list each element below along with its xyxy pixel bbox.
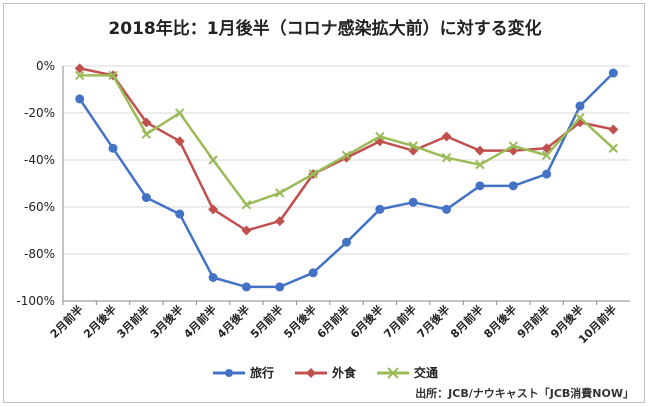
data-point: [274, 216, 285, 227]
legend-item-travel: 旅行: [212, 364, 274, 381]
y-tick-label: -20%: [24, 106, 55, 120]
data-point: [342, 237, 351, 247]
data-point: [575, 101, 585, 111]
data-point: [341, 150, 352, 161]
data-point: [508, 181, 518, 191]
legend-label-dining: 外食: [331, 366, 356, 380]
data-point: [108, 70, 118, 81]
data-point: [441, 131, 452, 142]
x-tick-label: 2月前半: [47, 302, 86, 341]
data-point: [608, 68, 618, 78]
data-point: [408, 141, 418, 151]
x-tick-label: 7月前半: [381, 302, 420, 341]
y-tick-label: -100%: [16, 294, 55, 308]
x-tick-label: 7月後半: [414, 302, 453, 341]
x-tick-label: 4月前半: [181, 302, 220, 341]
data-point: [175, 108, 185, 118]
data-point: [74, 63, 85, 74]
data-point: [74, 70, 85, 81]
x-tick-label: 5月前半: [247, 302, 286, 341]
y-tick-label: -60%: [24, 200, 55, 214]
x-tick-label: 8月前半: [447, 302, 486, 341]
data-point: [474, 145, 485, 156]
data-point: [508, 141, 518, 151]
data-point: [175, 209, 185, 219]
legend-swatch-travel: [212, 368, 245, 377]
series-line-1: [79, 67, 614, 232]
x-tick-label: 3月前半: [114, 302, 153, 341]
data-point: [608, 143, 619, 153]
legend: 旅行 外食 交通: [0, 364, 650, 381]
legend-label-transport: 交通: [414, 366, 439, 380]
series-line-0: [78, 72, 615, 289]
data-point: [475, 159, 485, 170]
data-point: [174, 136, 185, 147]
legend-item-transport: 交通: [376, 364, 438, 381]
data-point: [208, 204, 219, 215]
data-point: [541, 150, 552, 161]
line-chart: 0%-20%-40%-60%-80%-100%2月前半2月後半3月前半3月後半4…: [16, 59, 630, 346]
data-point: [141, 117, 152, 128]
x-tick-label: 9月前半: [514, 302, 553, 341]
data-point: [575, 112, 585, 123]
x-tick-label: 6月後半: [347, 302, 386, 341]
data-point: [108, 143, 118, 153]
legend-item-dining: 外食: [294, 364, 356, 381]
x-tick-label: 8月後半: [481, 302, 520, 341]
x-tick-label: 3月後半: [147, 302, 186, 341]
data-point: [442, 204, 452, 214]
data-point: [542, 169, 552, 179]
data-point: [241, 282, 251, 292]
data-point: [475, 181, 485, 191]
legend-label-travel: 旅行: [249, 366, 274, 380]
x-tick-label: 2月後半: [81, 302, 120, 341]
data-point: [241, 225, 252, 236]
data-point: [375, 131, 385, 142]
chart-frame: [3, 3, 645, 403]
data-point: [308, 268, 318, 278]
data-point: [375, 204, 385, 214]
y-tick-label: -40%: [24, 153, 55, 167]
legend-swatch-transport: [377, 366, 409, 379]
data-point: [208, 155, 218, 165]
data-point: [141, 193, 151, 203]
data-point: [308, 169, 318, 179]
data-point: [441, 152, 452, 163]
x-tick-label: 5月後半: [281, 302, 320, 341]
data-point: [141, 129, 152, 139]
series-line-2: [79, 74, 615, 206]
data-point: [408, 197, 418, 207]
data-point: [208, 273, 218, 282]
legend-swatch-dining: [294, 367, 327, 378]
data-point: [241, 199, 252, 210]
x-tick-label: 4月後半: [214, 302, 253, 341]
source-note: 出所：JCB/ナウキャスト「JCB消費NOW」: [415, 387, 634, 400]
y-tick-label: 0%: [36, 59, 55, 73]
data-point: [75, 94, 85, 104]
y-tick-label: -80%: [24, 247, 55, 261]
data-point: [275, 282, 285, 292]
x-tick-label: 6月前半: [314, 302, 353, 341]
data-point: [608, 124, 619, 135]
chart-title: 2018年比：1月後半（コロナ感染拡大前）に対する変化: [108, 19, 542, 39]
data-point: [275, 188, 285, 198]
